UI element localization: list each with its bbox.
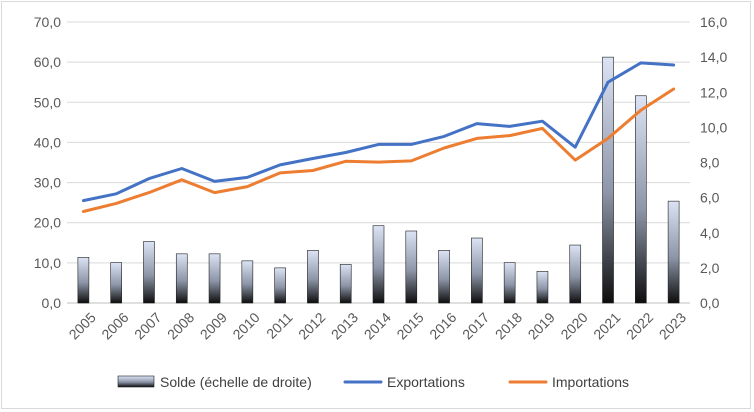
- y-right-tick-label: 0,0: [700, 295, 720, 311]
- x-tick-label: 2020: [557, 309, 590, 342]
- x-tick-label: 2008: [164, 309, 197, 342]
- solde-bar: [110, 262, 122, 304]
- solde-bar: [602, 56, 614, 304]
- x-tick-label: 2007: [131, 309, 164, 342]
- solde-bar: [438, 250, 450, 304]
- solde-bar: [143, 241, 155, 304]
- left-axis-ticks: 0,0 10,0 20,0 30,0 40,0 50,0 60,0 70,0: [34, 14, 61, 311]
- y-right-tick-label: 14,0: [700, 49, 727, 65]
- solde-bars: [77, 56, 680, 304]
- x-tick-label: 2015: [393, 309, 426, 342]
- legend-swatch-bar: [117, 375, 155, 388]
- y-left-tick-label: 40,0: [34, 134, 61, 150]
- x-tick-label: 2018: [492, 309, 525, 342]
- x-tick-label: 2016: [426, 309, 459, 342]
- legend-label: Exportations: [387, 374, 465, 390]
- solde-bar: [175, 253, 188, 304]
- solde-bar: [77, 257, 90, 304]
- x-tick-label: 2013: [328, 309, 361, 342]
- y-right-tick-label: 2,0: [700, 260, 720, 276]
- x-tick-label: 2009: [197, 309, 230, 342]
- y-left-tick-label: 10,0: [34, 255, 61, 271]
- legend: Solde (échelle de droite) Exportations Imp…: [117, 374, 629, 390]
- line-series: [81, 61, 676, 213]
- y-left-tick-label: 20,0: [34, 215, 61, 231]
- x-tick-label: 2011: [263, 309, 296, 342]
- x-tick-label: 2012: [295, 309, 328, 342]
- solde-bar: [307, 250, 319, 304]
- y-right-tick-label: 6,0: [700, 190, 720, 206]
- solde-bar: [569, 244, 582, 304]
- y-left-tick-label: 30,0: [34, 175, 61, 191]
- x-axis-ticks: 2005 2006 2007 2008 2009 2010 2011 2012 2013 2014…: [66, 309, 690, 342]
- legend-label: Importations: [552, 374, 629, 390]
- x-tick-label: 2023: [656, 309, 689, 342]
- x-tick-label: 2014: [361, 309, 394, 342]
- y-right-tick-label: 10,0: [700, 119, 727, 135]
- x-tick-label: 2022: [623, 309, 656, 342]
- solde-bar: [471, 237, 483, 304]
- solde-bar: [372, 225, 385, 304]
- exportations-line: [81, 61, 676, 203]
- x-tick-label: 2010: [229, 309, 262, 342]
- x-tick-label: 2006: [98, 309, 131, 342]
- y-left-tick-label: 70,0: [34, 14, 61, 30]
- solde-bar: [536, 271, 549, 304]
- y-right-tick-label: 8,0: [700, 155, 720, 171]
- right-axis-ticks: 0,0 2,0 4,0 6,0 8,0 10,0 12,0 14,0 16,0: [700, 14, 727, 311]
- y-right-tick-label: 16,0: [700, 14, 727, 30]
- solde-bar: [208, 253, 221, 304]
- solde-bar: [503, 262, 516, 304]
- x-tick-label: 2005: [66, 309, 99, 342]
- solde-bar: [405, 230, 418, 304]
- solde-bar: [667, 200, 680, 304]
- x-tick-label: 2021: [590, 309, 623, 342]
- y-left-tick-label: 60,0: [34, 54, 61, 70]
- gridlines: [67, 21, 690, 304]
- x-tick-label: 2017: [459, 309, 492, 342]
- solde-bar: [241, 260, 254, 304]
- solde-bar: [635, 95, 647, 304]
- y-right-tick-label: 4,0: [700, 225, 720, 241]
- legend-label: Solde (échelle de droite): [160, 374, 312, 390]
- y-left-tick-label: 50,0: [34, 94, 61, 110]
- solde-bar: [274, 267, 286, 304]
- y-left-tick-label: 0,0: [42, 295, 62, 311]
- x-tick-label: 2019: [525, 309, 558, 342]
- solde-bar: [339, 264, 352, 304]
- y-right-tick-label: 12,0: [700, 84, 727, 100]
- importations-line: [81, 87, 676, 213]
